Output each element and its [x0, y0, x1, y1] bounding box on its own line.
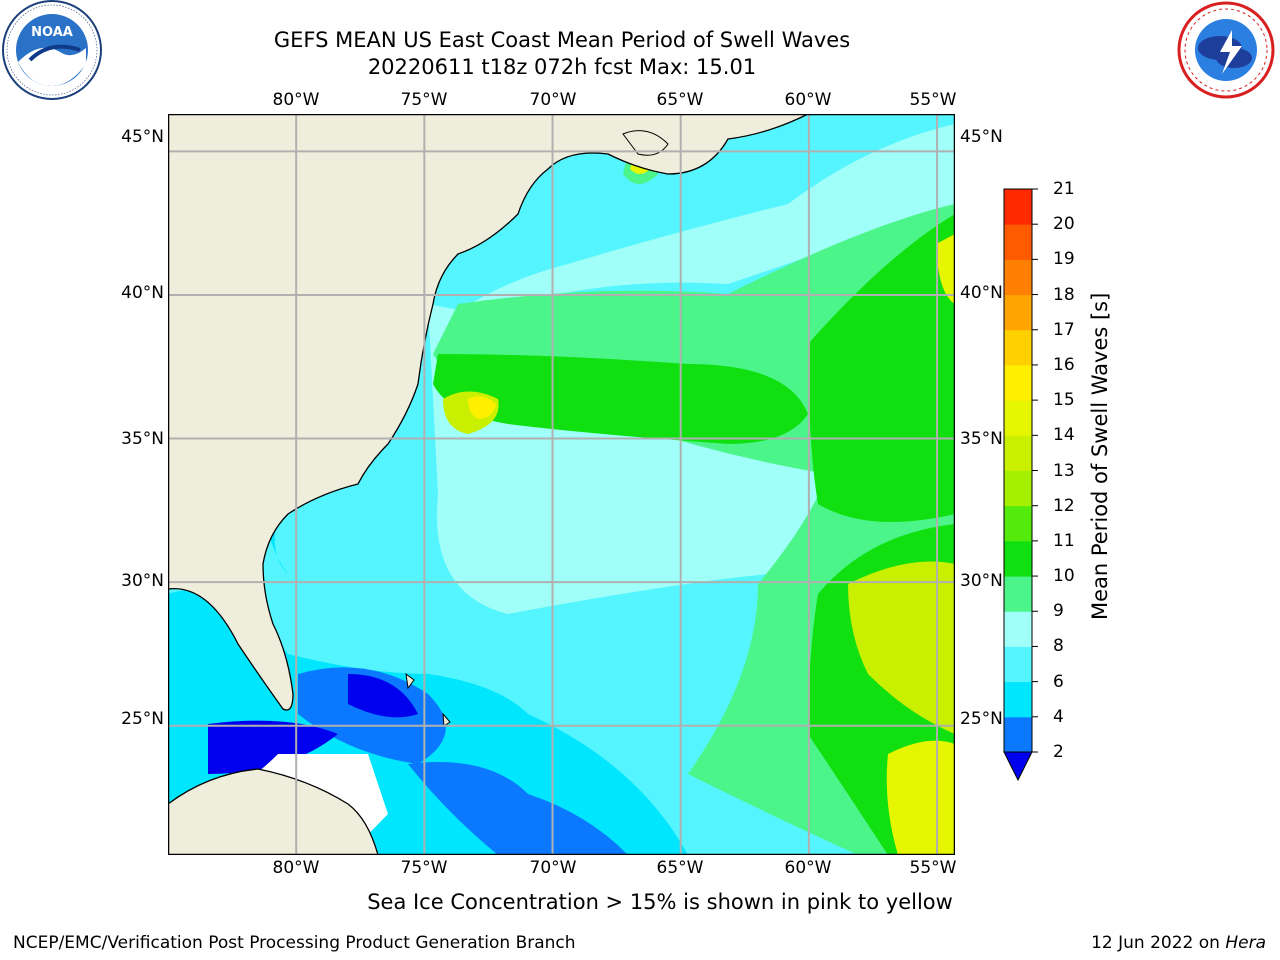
lon-label-top: 60°W — [784, 90, 832, 110]
lon-label-bottom: 75°W — [400, 858, 448, 878]
colorbar-segment — [1004, 259, 1032, 296]
colorbar-segment — [1004, 611, 1032, 647]
colorbar — [1003, 188, 1038, 782]
lon-label-bottom: 80°W — [272, 858, 320, 878]
chart-title-line2: 20220611 t18z 072h fcst Max: 15.01 — [367, 55, 757, 79]
noaa-logo-text: NOAA — [31, 25, 73, 40]
colorbar-label: 4 — [1053, 706, 1064, 727]
lon-label-top: 70°W — [529, 90, 577, 110]
lat-lon-gridlines — [168, 114, 955, 855]
footer-date: 12 Jun 2022 on Hera — [1091, 933, 1266, 953]
colorbar-label: 18 — [1053, 284, 1075, 305]
sea-ice-note: Sea Ice Concentration > 15% is shown in … — [367, 890, 953, 914]
colorbar-extend-below — [1003, 751, 1033, 782]
colorbar-label: 2 — [1053, 742, 1064, 762]
lat-label-left: 30°N — [121, 571, 164, 591]
colorbar-label: 8 — [1053, 636, 1064, 657]
colorbar-label: 12 — [1053, 495, 1075, 516]
colorbar-segment — [1004, 189, 1032, 225]
colorbar-label: 13 — [1053, 460, 1075, 481]
lon-label-top: 80°W — [272, 90, 320, 110]
lat-label-right: 45°N — [960, 127, 1003, 147]
colorbar-segment — [1004, 681, 1032, 718]
colorbar-label: 15 — [1053, 390, 1075, 411]
swell-period-map — [168, 114, 955, 855]
colorbar-segment — [1004, 646, 1032, 683]
colorbar-label: 9 — [1053, 601, 1064, 622]
footer-date-text: 12 Jun 2022 on — [1091, 933, 1220, 953]
swell-contour-fields — [168, 124, 955, 855]
lon-label-bottom: 55°W — [909, 858, 957, 878]
lat-label-right: 35°N — [960, 429, 1003, 449]
colorbar-segment — [1004, 716, 1032, 753]
map-frame — [168, 114, 955, 855]
footer-branch: NCEP/EMC/Verification Post Processing Pr… — [13, 933, 576, 953]
lon-label-bottom: 65°W — [656, 858, 704, 878]
colorbar-label: 17 — [1053, 319, 1075, 340]
lon-label-top: 75°W — [400, 90, 448, 110]
lon-label-bottom: 70°W — [529, 858, 577, 878]
colorbar-label: 14 — [1053, 425, 1075, 446]
colorbar-label: 21 — [1053, 179, 1075, 199]
lat-label-right: 25°N — [960, 709, 1003, 729]
lat-label-left: 35°N — [121, 429, 164, 449]
colorbar-label: 19 — [1053, 249, 1075, 270]
lat-label-left: 25°N — [121, 709, 164, 729]
noaa-logo: NOAA — [2, 0, 102, 100]
colorbar-segments — [1004, 189, 1032, 753]
colorbar-label: 11 — [1053, 530, 1075, 551]
lon-label-top: 55°W — [909, 90, 957, 110]
lat-label-right: 30°N — [960, 571, 1003, 591]
colorbar-ticks — [1032, 188, 1038, 753]
colorbar-segment — [1004, 540, 1032, 577]
lat-label-left: 40°N — [121, 283, 164, 303]
land-areas — [168, 114, 809, 855]
colorbar-segment — [1004, 505, 1032, 542]
colorbar-title: Mean Period of Swell Waves [s] — [1088, 292, 1112, 620]
nws-logo — [1177, 1, 1275, 99]
colorbar-segment — [1004, 400, 1032, 436]
colorbar-segment — [1004, 294, 1032, 331]
lon-label-bottom: 60°W — [784, 858, 832, 878]
colorbar-label: 16 — [1053, 354, 1075, 375]
colorbar-label: 10 — [1053, 566, 1075, 587]
footer-host: Hera — [1225, 933, 1266, 953]
colorbar-label: 6 — [1053, 671, 1064, 692]
colorbar-segment — [1004, 470, 1032, 507]
chart-title-line1: GEFS MEAN US East Coast Mean Period of S… — [273, 28, 851, 52]
colorbar-segment — [1004, 224, 1032, 260]
colorbar-segment — [1004, 329, 1032, 366]
colorbar-segment — [1004, 364, 1032, 401]
lon-label-top: 65°W — [656, 90, 704, 110]
colorbar-label: 20 — [1053, 214, 1075, 235]
colorbar-segment — [1004, 576, 1032, 612]
lat-label-left: 45°N — [121, 127, 164, 147]
colorbar-segment — [1004, 435, 1032, 471]
lat-label-right: 40°N — [960, 283, 1003, 303]
